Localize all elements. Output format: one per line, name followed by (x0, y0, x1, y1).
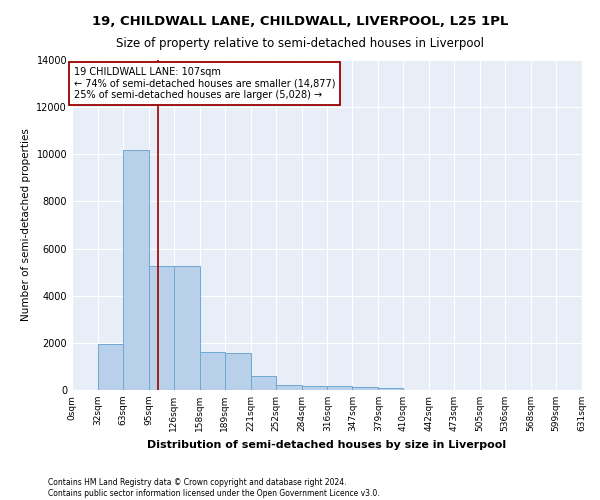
Text: 19 CHILDWALL LANE: 107sqm
← 74% of semi-detached houses are smaller (14,877)
25%: 19 CHILDWALL LANE: 107sqm ← 74% of semi-… (74, 67, 335, 100)
Bar (200, 352, 225, 390)
Bar (225, 354, 251, 390)
Bar (352, 387, 379, 390)
Bar (328, 386, 352, 390)
Bar (251, 376, 275, 390)
Bar (98, 344, 123, 390)
Bar (302, 386, 328, 390)
Bar (275, 384, 302, 390)
X-axis label: Distribution of semi-detached houses by size in Liverpool: Distribution of semi-detached houses by … (148, 440, 506, 450)
Text: Size of property relative to semi-detached houses in Liverpool: Size of property relative to semi-detach… (116, 38, 484, 51)
Bar (149, 266, 174, 390)
Text: Contains HM Land Registry data © Crown copyright and database right 2024.
Contai: Contains HM Land Registry data © Crown c… (48, 478, 380, 498)
Y-axis label: Number of semi-detached properties: Number of semi-detached properties (21, 128, 31, 322)
Text: 19, CHILDWALL LANE, CHILDWALL, LIVERPOOL, L25 1PL: 19, CHILDWALL LANE, CHILDWALL, LIVERPOOL… (92, 15, 508, 28)
Bar (379, 388, 403, 390)
Bar (174, 266, 200, 390)
Bar (123, 150, 149, 390)
